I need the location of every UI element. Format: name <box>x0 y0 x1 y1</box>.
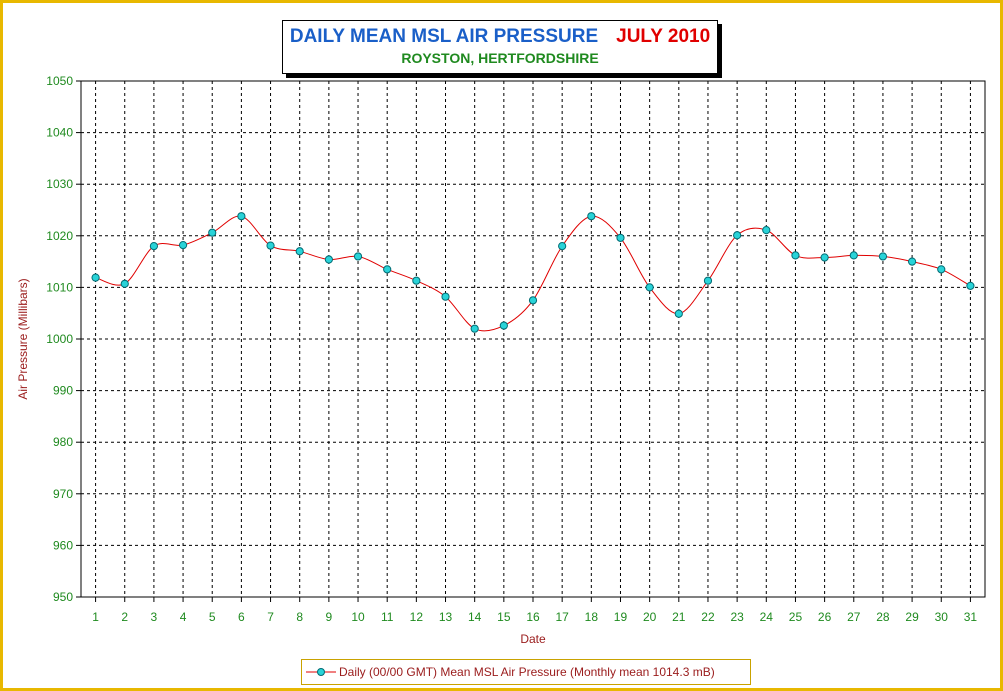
data-point <box>237 212 246 221</box>
data-point <box>937 265 946 274</box>
x-tick-label: 6 <box>238 610 245 624</box>
x-tick-label: 12 <box>410 610 424 624</box>
y-tick-label: 970 <box>53 487 73 501</box>
y-tick-label: 960 <box>53 538 73 552</box>
legend-label: Daily (00/00 GMT) Mean MSL Air Pressure … <box>339 665 715 679</box>
x-tick-label: 15 <box>497 610 511 624</box>
data-point <box>849 251 858 260</box>
x-tick-label: 31 <box>964 610 978 624</box>
data-point <box>878 252 888 261</box>
x-tick-label: 22 <box>701 610 715 624</box>
y-tick-label: 990 <box>53 384 73 398</box>
x-tick-label: 5 <box>209 610 216 624</box>
data-point <box>733 231 742 240</box>
data-point <box>266 241 275 250</box>
data-point <box>353 252 363 261</box>
x-tick-label: 19 <box>614 610 628 624</box>
x-tick-label: 14 <box>468 610 482 624</box>
data-point <box>441 292 450 301</box>
x-tick-label: 17 <box>555 610 569 624</box>
data-point <box>587 212 596 221</box>
chart-subtitle: ROYSTON, HERTFORDSHIRE <box>401 50 599 66</box>
chart-title-box: DAILY MEAN MSL AIR PRESSURE JULY 2010 ROY… <box>282 20 718 74</box>
y-axis-title: Air Pressure (Millibars) <box>16 278 30 399</box>
x-tick-label: 11 <box>381 610 394 624</box>
x-tick-label: 13 <box>439 610 453 624</box>
y-tick-label: 950 <box>53 590 73 604</box>
y-tick-label: 1010 <box>46 280 73 294</box>
y-tick-label: 1020 <box>46 229 73 243</box>
data-point <box>470 324 479 333</box>
y-tick-label: 1050 <box>46 74 73 88</box>
x-tick-label: 23 <box>730 610 744 624</box>
data-point <box>645 283 654 292</box>
data-point <box>907 257 917 266</box>
x-axis-title: Date <box>520 632 546 646</box>
data-point <box>674 309 683 318</box>
data-point <box>324 255 333 264</box>
data-point <box>383 265 392 274</box>
legend: Daily (00/00 GMT) Mean MSL Air Pressure … <box>301 659 751 685</box>
x-tick-label: 9 <box>326 610 333 624</box>
y-tick-label: 1030 <box>46 177 73 191</box>
data-point <box>820 253 829 262</box>
x-tick-label: 21 <box>672 610 686 624</box>
y-tick-label: 980 <box>53 435 73 449</box>
x-tick-label: 7 <box>267 610 274 624</box>
y-tick-label: 1000 <box>46 332 73 346</box>
data-point <box>762 226 771 235</box>
data-point <box>703 276 713 285</box>
chart-title: DAILY MEAN MSL AIR PRESSURE <box>289 26 599 47</box>
data-point <box>616 233 625 242</box>
data-point <box>499 321 508 330</box>
x-tick-label: 2 <box>121 610 128 624</box>
data-point <box>791 251 800 260</box>
data-point <box>558 242 567 251</box>
chart-title-month: JULY 2010 <box>616 26 711 47</box>
data-point <box>528 296 538 305</box>
data-point <box>412 276 421 285</box>
line-chart: 9509609709809901000101010201030104010501… <box>16 74 986 646</box>
x-tick-label: 4 <box>180 610 187 624</box>
legend-swatch <box>306 668 336 676</box>
data-point <box>966 281 975 290</box>
x-tick-label: 20 <box>643 610 657 624</box>
data-point <box>208 228 217 237</box>
data-point <box>91 273 100 282</box>
x-tick-label: 24 <box>760 610 774 624</box>
y-tick-label: 1040 <box>46 126 73 140</box>
x-tick-label: 16 <box>526 610 540 624</box>
x-tick-label: 1 <box>92 610 99 624</box>
x-tick-label: 28 <box>876 610 890 624</box>
x-tick-label: 3 <box>151 610 158 624</box>
x-tick-label: 27 <box>847 610 861 624</box>
x-tick-label: 18 <box>585 610 599 624</box>
data-point <box>295 247 304 256</box>
x-tick-label: 10 <box>351 610 365 624</box>
data-point <box>120 279 129 288</box>
x-tick-label: 25 <box>789 610 803 624</box>
x-tick-label: 30 <box>935 610 949 624</box>
x-tick-label: 26 <box>818 610 832 624</box>
x-tick-label: 8 <box>296 610 303 624</box>
data-point <box>178 240 188 250</box>
x-tick-label: 29 <box>905 610 919 624</box>
data-point <box>149 242 159 251</box>
